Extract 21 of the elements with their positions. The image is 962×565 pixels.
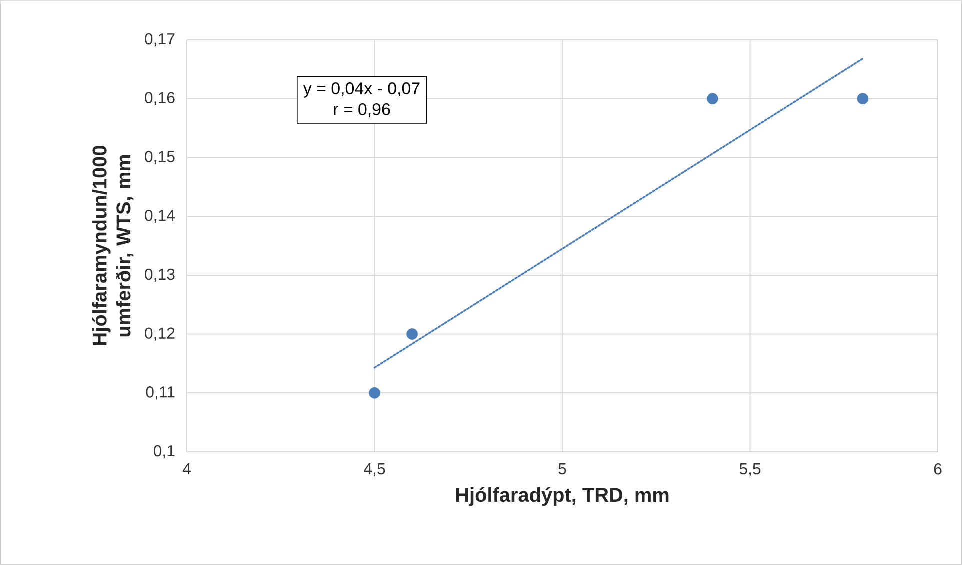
x-tick-label: 4,5	[364, 464, 386, 477]
y-tick-label: 0,11	[146, 386, 175, 400]
y-tick-label: 0,16	[145, 92, 175, 106]
y-tick-label: 0,12	[145, 328, 175, 341]
x-tick-label: 5	[558, 464, 566, 475]
y-tick-label: 0,1	[154, 445, 175, 459]
x-axis-title: Hjólfaradýpt, TRD, mm	[456, 487, 669, 506]
x-tick-label: 5,5	[740, 464, 761, 477]
point	[707, 93, 718, 105]
y-tick-label: 0,14	[145, 210, 176, 224]
annotation: r = 0,96	[334, 103, 390, 118]
y-tick-label: 0,15	[145, 151, 175, 164]
x-tick-label: 4	[182, 464, 191, 474]
x-tick-label: 6	[934, 464, 942, 475]
point	[406, 328, 418, 340]
point	[369, 387, 380, 399]
y-tick-label: 0,17	[145, 33, 175, 47]
y-tick-label: 0,13	[145, 268, 175, 282]
annotation: y = 0,04x - 0,07	[303, 82, 420, 98]
y-axis-title: Hjólfaramyndun/1000 umferðir, WTS, mm	[92, 146, 134, 346]
point	[857, 93, 869, 105]
